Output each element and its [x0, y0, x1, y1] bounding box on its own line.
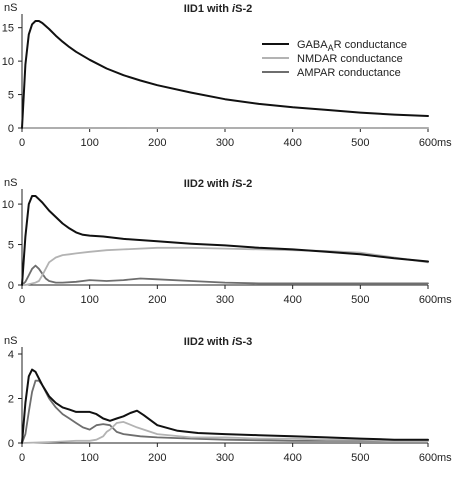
- panel-iid1-is2: 0 5 10 15 0 100 200 300 400 500 600 nS ms IID1 with i…: [2, 2, 452, 149]
- x-tick-label: 200: [148, 137, 166, 149]
- nmdar-line: [21, 246, 429, 286]
- panel-title-part: i: [232, 3, 236, 15]
- panel-title-part: IID2 with: [184, 178, 232, 190]
- x-tick-label: 100: [80, 137, 98, 149]
- x-tick-label: 100: [80, 294, 98, 306]
- x-tick-label: 0: [19, 452, 25, 464]
- y-tick-label: 10: [2, 56, 14, 68]
- x-tick-label: 500: [351, 137, 369, 149]
- x-tick-label: 400: [283, 137, 301, 149]
- x-tick-label: 200: [148, 294, 166, 306]
- legend-label-subscript: A: [328, 43, 334, 53]
- panel-title-part: S-2: [235, 178, 252, 190]
- panel-title: IID2 with iS-3: [184, 336, 252, 348]
- legend-item-ampar: AMPAR conductance: [297, 67, 401, 79]
- x-tick-label: 0: [19, 137, 25, 149]
- y-unit-label: nS: [4, 177, 17, 189]
- x-tick-label: 400: [283, 452, 301, 464]
- panel-title: IID1 with iS-2: [184, 3, 252, 15]
- legend-label-suffix: R conductance: [334, 39, 407, 51]
- x-tick-label: 600: [419, 452, 437, 464]
- panel-title-part: IID2 with: [184, 336, 232, 348]
- x-tick-label: 0: [19, 294, 25, 306]
- legend-label: GABA: [297, 39, 328, 51]
- x-unit-label: ms: [437, 137, 452, 149]
- y-tick-label: 0: [8, 280, 14, 292]
- y-tick-label: 5: [8, 90, 14, 102]
- x-unit-label: ms: [437, 294, 452, 306]
- panel-title-part: i: [232, 336, 236, 348]
- ampar-line: [21, 264, 429, 286]
- y-tick-label: 10: [2, 199, 14, 211]
- nmdar-line: [21, 420, 429, 444]
- x-tick-label: 200: [148, 452, 166, 464]
- legend-item-gabaar: GABAAR conductance: [297, 39, 407, 53]
- y-tick-label: 5: [8, 240, 14, 252]
- x-tick-label: 300: [216, 452, 234, 464]
- gabaar-line: [21, 20, 429, 129]
- y-tick-label: 2: [8, 394, 14, 406]
- legend-label: NMDAR conductance: [297, 53, 403, 65]
- x-tick-label: 600: [419, 137, 437, 149]
- x-tick-label: 600: [419, 294, 437, 306]
- x-tick-label: 300: [216, 137, 234, 149]
- y-unit-label: nS: [4, 2, 17, 14]
- panel-iid2-is3: 0 2 4 0 100 200 300 400 500 600 nS ms IID2 with iS-3: [4, 335, 452, 464]
- x-tick-label: 100: [80, 452, 98, 464]
- x-unit-label: ms: [437, 452, 452, 464]
- x-tick-label: 400: [283, 294, 301, 306]
- x-tick-label: 500: [351, 452, 369, 464]
- y-tick-label: 0: [8, 438, 14, 450]
- panel-title-part: i: [232, 178, 236, 190]
- x-tick-label: 500: [351, 294, 369, 306]
- y-unit-label: nS: [4, 335, 17, 347]
- y-tick-label: 15: [2, 23, 14, 35]
- legend-item-nmdar: NMDAR conductance: [297, 53, 403, 65]
- ampar-line: [21, 379, 429, 444]
- panel-title-part: S-2: [235, 3, 252, 15]
- x-tick-label: 300: [216, 294, 234, 306]
- y-tick-label: 4: [8, 349, 14, 361]
- gabaar-line: [21, 368, 429, 444]
- panel-title-part: IID1 with: [184, 3, 232, 15]
- gabaar-line: [21, 195, 429, 286]
- panel-title: IID2 with iS-2: [184, 178, 252, 190]
- panel-title-part: S-3: [235, 336, 252, 348]
- y-tick-label: 0: [8, 123, 14, 135]
- legend-label: AMPAR conductance: [297, 67, 401, 79]
